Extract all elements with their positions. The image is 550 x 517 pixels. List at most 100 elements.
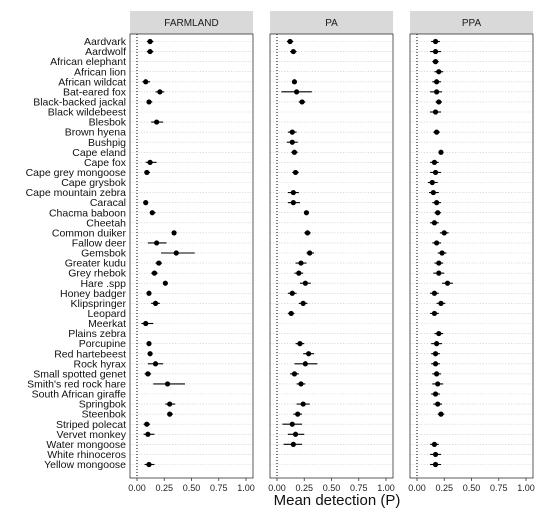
species-label-black-backed-jackal: Black-backed jackal [33, 97, 126, 109]
species-label-bushpig: Bushpig [88, 137, 126, 149]
x-tick-label-farmland-1: 0.25 [155, 483, 173, 493]
point-farmland-black-backed-jackal [146, 99, 152, 105]
species-label-caracal: Caracal [90, 197, 126, 209]
species-label-klipspringer: Klipspringer [71, 298, 127, 310]
x-tick-label-ppa-2: 0.50 [463, 483, 481, 493]
point-farmland-steenbok [167, 411, 173, 417]
species-label-meerkat: Meerkat [88, 318, 126, 330]
point-ppa-greater-kudu [436, 260, 442, 266]
point-pa-greater-kudu [298, 260, 304, 266]
species-label-springbok: Springbok [79, 399, 127, 411]
point-ppa-common-duiker [441, 230, 447, 236]
point-pa-smith-s-red-rock-hare [298, 381, 304, 387]
x-tick-label-pa-4: 1.00 [377, 483, 395, 493]
species-label-gemsbok: Gemsbok [81, 248, 127, 260]
x-tick-label-farmland-0: 0.00 [128, 483, 146, 493]
point-pa-chacma-baboon [303, 210, 310, 216]
species-label-smith-s-red-rock-hare: Smith's red rock hare [27, 379, 126, 391]
point-ppa-cheetah [431, 220, 438, 226]
x-tick-label-ppa-1: 0.25 [435, 483, 453, 493]
x-tick-label-pa-3: 0.75 [350, 483, 368, 493]
point-ppa-caracal [434, 200, 440, 206]
point-farmland-vervet-monkey [145, 431, 151, 437]
point-pa-klipspringer [300, 300, 306, 306]
facet-strip-label-ppa: PPA [462, 18, 482, 29]
point-ppa-fallow-deer [434, 240, 440, 246]
x-tick-label-ppa-3: 0.75 [490, 483, 508, 493]
point-pa-small-spotted-genet [291, 371, 298, 377]
point-ppa-klipspringer [438, 300, 444, 306]
point-ppa-cape-grey-mongoose [432, 169, 439, 176]
species-label-small-spotted-genet: Small spotted genet [33, 368, 126, 380]
species-label-fallow-deer: Fallow deer [72, 238, 127, 250]
point-pa-steenbok [295, 411, 301, 417]
species-label-brown-hyena: Brown hyena [65, 127, 126, 139]
point-pa-porcupine [297, 341, 303, 347]
point-pa-brown-hyena [289, 129, 295, 135]
species-label-cheetah: Cheetah [86, 217, 126, 229]
point-ppa-yellow-mongoose [432, 461, 439, 468]
point-farmland-striped-polecat [144, 421, 150, 427]
panel-border-ppa [409, 33, 534, 479]
point-ppa-cape-fox [431, 159, 438, 165]
species-label-hare-spp: Hare .spp [80, 278, 126, 290]
point-farmland-african-wildcat [143, 79, 149, 85]
point-ppa-springbok [435, 401, 441, 407]
species-label-rock-hyrax: Rock hyrax [73, 358, 126, 370]
species-label-porcupine: Porcupine [79, 338, 126, 350]
point-farmland-grey-rhebok [151, 270, 158, 276]
species-label-striped-polecat: Striped polecat [56, 419, 126, 431]
point-farmland-chacma-baboon [149, 210, 155, 216]
point-ppa-honey-badger [431, 290, 438, 296]
point-pa-aardwolf [290, 48, 296, 55]
species-label-aardwolf: Aardwolf [85, 46, 126, 58]
point-pa-grey-rhebok [296, 270, 302, 276]
point-ppa-cape-mountain-zebra [430, 189, 436, 196]
point-farmland-bat-eared-fox [157, 89, 163, 95]
point-pa-rock-hyrax [302, 361, 308, 367]
point-farmland-klipspringer [152, 300, 159, 306]
point-pa-bushpig [289, 139, 295, 145]
point-ppa-bat-eared-fox [434, 89, 440, 95]
point-farmland-porcupine [146, 341, 152, 347]
species-label-bat-eared-fox: Bat-eared fox [63, 86, 127, 98]
point-farmland-greater-kudu [156, 260, 162, 266]
point-ppa-grey-rhebok [436, 270, 442, 276]
point-ppa-brown-hyena [434, 129, 440, 135]
point-farmland-hare-spp [162, 280, 168, 286]
species-label-vervet-monkey: Vervet monkey [57, 429, 127, 441]
point-ppa-small-spotted-genet [434, 371, 440, 377]
species-label-grey-rhebok: Grey rhebok [68, 268, 127, 280]
point-ppa-red-hartebeest [432, 351, 439, 357]
point-ppa-aardwolf [432, 48, 439, 55]
point-ppa-black-wildebeest [432, 109, 439, 115]
species-label-honey-badger: Honey badger [60, 288, 126, 300]
point-ppa-porcupine [434, 341, 440, 347]
x-tick-label-ppa-4: 1.00 [517, 483, 535, 493]
point-ppa-water-mongoose [431, 441, 438, 447]
species-label-water-mongoose: Water mongoose [46, 439, 126, 451]
x-axis-title: Mean detection (P) [274, 492, 401, 509]
point-pa-honey-badger [289, 290, 295, 296]
point-ppa-rock-hyrax [432, 361, 439, 367]
species-label-african-elephant: African elephant [50, 56, 126, 68]
point-pa-cape-eland [291, 149, 298, 155]
point-ppa-cape-eland [438, 149, 444, 155]
point-farmland-gemsbok [173, 250, 179, 256]
point-farmland-springbok [167, 401, 173, 407]
point-pa-striped-polecat [289, 421, 295, 427]
point-pa-hare-spp [302, 280, 308, 286]
point-pa-water-mongoose [290, 441, 296, 447]
species-label-cape-eland: Cape eland [72, 147, 126, 159]
point-farmland-cape-fox [147, 159, 153, 165]
point-ppa-smith-s-red-rock-hare [435, 381, 441, 387]
species-label-south-african-giraffe: South African giraffe [32, 389, 127, 401]
species-label-steenbok: Steenbok [82, 409, 127, 421]
point-ppa-plains-zebra [436, 330, 442, 337]
point-ppa-hare-spp [444, 280, 451, 286]
point-farmland-meerkat [143, 320, 149, 327]
point-pa-gemsbok [307, 250, 313, 256]
point-ppa-african-elephant [432, 59, 439, 65]
point-ppa-south-african-giraffe [432, 391, 439, 397]
